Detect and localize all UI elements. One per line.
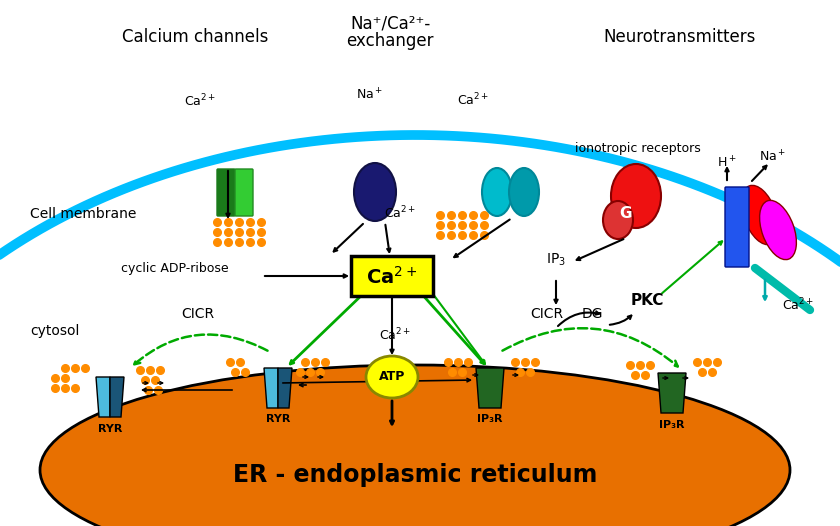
Polygon shape <box>658 373 686 413</box>
Text: IP$_3$: IP$_3$ <box>546 252 566 268</box>
Ellipse shape <box>742 185 779 245</box>
Ellipse shape <box>509 168 539 216</box>
Text: CICR: CICR <box>530 307 564 321</box>
Text: Na⁺/Ca²⁺-: Na⁺/Ca²⁺- <box>350 14 430 32</box>
Text: Ca$^{2+}$: Ca$^{2+}$ <box>379 327 411 343</box>
Text: cytosol: cytosol <box>30 324 79 338</box>
Text: DG: DG <box>581 307 603 321</box>
Text: IP₃R: IP₃R <box>659 420 685 430</box>
Text: H$^+$: H$^+$ <box>717 156 737 171</box>
Polygon shape <box>476 368 504 408</box>
Text: cyclic ADP-ribose: cyclic ADP-ribose <box>121 262 228 275</box>
FancyBboxPatch shape <box>217 169 235 216</box>
Polygon shape <box>96 377 110 417</box>
Ellipse shape <box>366 356 418 398</box>
Text: Ca$^{2+}$: Ca$^{2+}$ <box>782 296 814 313</box>
Text: Calcium channels: Calcium channels <box>122 28 268 46</box>
Text: ionotropic receptors: ionotropic receptors <box>575 142 701 155</box>
Text: Na$^+$: Na$^+$ <box>356 88 384 103</box>
FancyBboxPatch shape <box>725 187 749 267</box>
Text: Cell membrane: Cell membrane <box>30 207 136 221</box>
Ellipse shape <box>482 168 512 216</box>
Ellipse shape <box>40 365 790 526</box>
Ellipse shape <box>603 201 633 239</box>
Text: exchanger: exchanger <box>346 32 433 50</box>
Ellipse shape <box>354 163 396 221</box>
Text: RYR: RYR <box>265 414 290 424</box>
Text: Na$^+$: Na$^+$ <box>759 150 786 165</box>
Ellipse shape <box>611 164 661 228</box>
Text: ATP: ATP <box>379 370 405 383</box>
Text: Ca$^{2+}$: Ca$^{2+}$ <box>366 266 417 288</box>
Text: Ca$^{2+}$: Ca$^{2+}$ <box>384 205 416 221</box>
FancyBboxPatch shape <box>351 256 433 296</box>
Polygon shape <box>264 368 278 408</box>
Polygon shape <box>110 377 124 417</box>
Text: Neurotransmitters: Neurotransmitters <box>604 28 756 46</box>
Text: PKC: PKC <box>630 293 664 308</box>
Text: IP₃R: IP₃R <box>477 414 503 424</box>
Text: G: G <box>620 206 633 220</box>
Text: Ca$^{2+}$: Ca$^{2+}$ <box>457 92 489 108</box>
Ellipse shape <box>759 200 796 260</box>
Text: RYR: RYR <box>97 424 122 434</box>
Text: Ca$^{2+}$: Ca$^{2+}$ <box>184 93 216 109</box>
Text: ER - endoplasmic reticulum: ER - endoplasmic reticulum <box>233 463 597 487</box>
Polygon shape <box>278 368 292 408</box>
FancyBboxPatch shape <box>235 169 253 216</box>
Text: CICR: CICR <box>181 307 214 321</box>
